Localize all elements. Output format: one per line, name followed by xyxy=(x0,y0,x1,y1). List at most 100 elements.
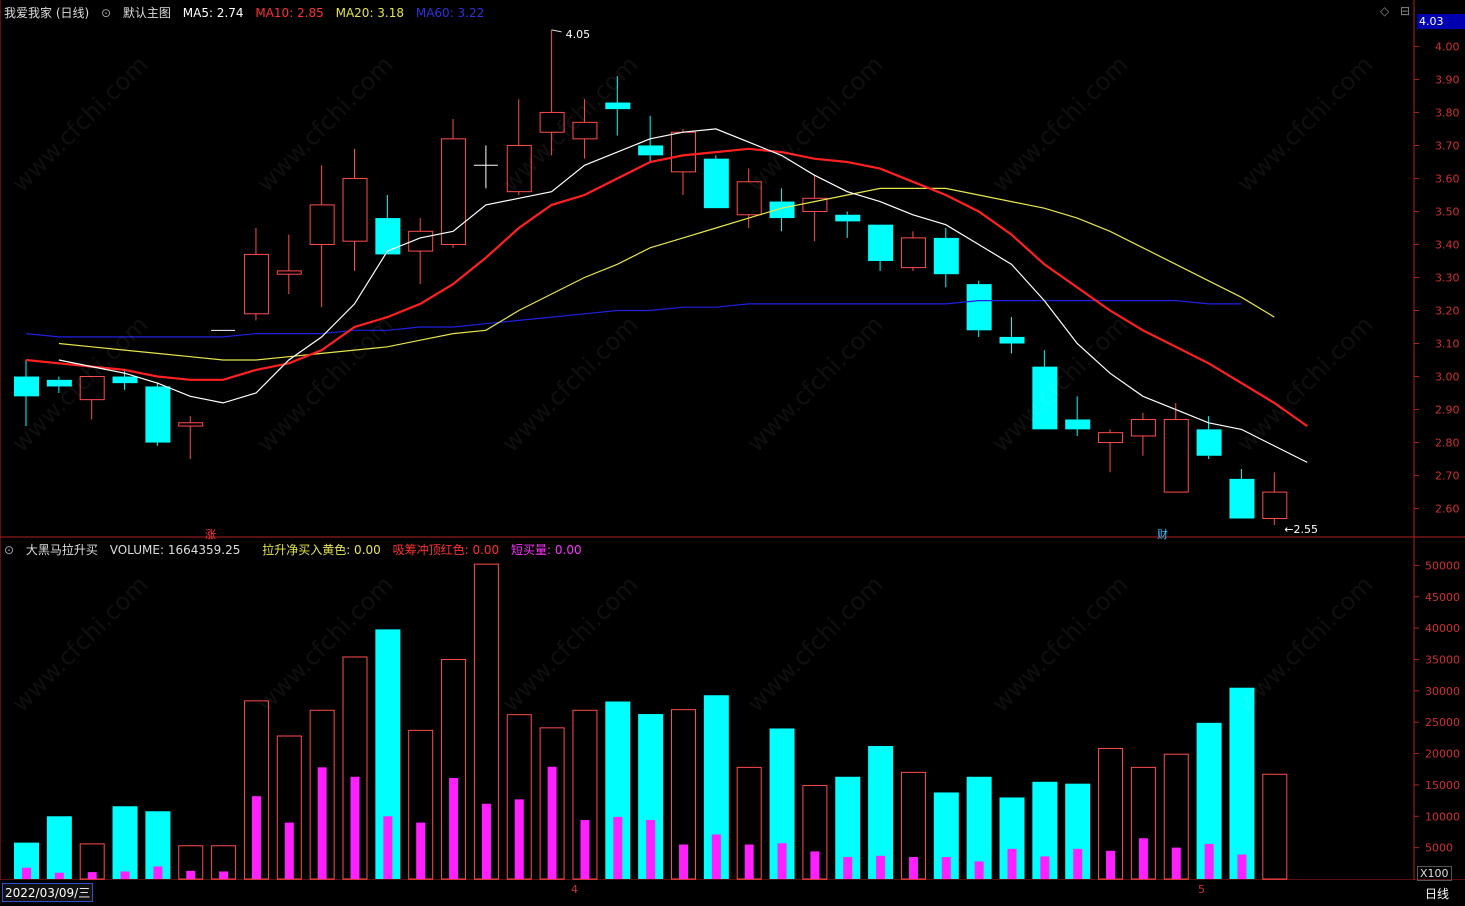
volume-tick-label: 30000 xyxy=(1425,685,1460,698)
candle xyxy=(638,115,664,162)
candle-body xyxy=(1130,418,1156,437)
yellow-label: 拉升净买入黄色: 0.00 xyxy=(262,543,381,557)
volume-layer xyxy=(14,563,1288,880)
candle xyxy=(769,188,795,232)
candle xyxy=(605,76,631,136)
short-buy-bar xyxy=(810,851,820,879)
main-indicator-name[interactable]: 默认主图 xyxy=(122,6,171,20)
diamond-icon[interactable]: ◇ xyxy=(1380,4,1390,18)
candle xyxy=(506,99,532,195)
candle-body xyxy=(769,201,795,219)
volume-bar xyxy=(1262,773,1288,880)
main-header: 我爱我家 (日线) ⊙ 默认主图 MA5: 2.74 MA10: 2.85 MA… xyxy=(4,4,492,21)
volume-bar xyxy=(46,816,72,879)
candle-body xyxy=(703,158,729,209)
candle-body xyxy=(375,218,401,255)
short-buy-bar xyxy=(679,844,688,879)
candle xyxy=(900,231,926,271)
candle-body xyxy=(14,376,39,397)
stock-name[interactable]: 我爱我家 (日线) xyxy=(4,6,90,20)
candle-body xyxy=(145,386,171,443)
short-buy-bar xyxy=(646,820,656,879)
candle-body xyxy=(178,422,204,427)
candle-body xyxy=(1163,418,1189,493)
ma-layer: 4.05 ←2.55 xyxy=(25,28,1318,536)
candle-body xyxy=(276,270,302,275)
short-buy-bar xyxy=(974,861,984,879)
ma10-label: MA10: 2.85 xyxy=(255,6,324,20)
short-buy-bar xyxy=(580,820,590,879)
price-tick-label: 3.40 xyxy=(1435,238,1460,251)
ma20-line xyxy=(58,187,1275,361)
candle-body xyxy=(539,111,565,133)
short-buy-bar xyxy=(153,866,163,879)
short-buy-bar xyxy=(908,857,918,879)
month-label-4: 4 xyxy=(571,883,578,896)
candle xyxy=(309,165,335,308)
time-axis xyxy=(0,880,1465,902)
price-tick-label: 3.30 xyxy=(1435,272,1460,285)
short-buy-bar xyxy=(1204,843,1214,879)
candle xyxy=(802,175,828,242)
high-label: 4.05 xyxy=(566,28,591,41)
candle xyxy=(342,148,368,271)
short-buy-bar xyxy=(876,855,886,879)
volume-bar xyxy=(1229,687,1255,879)
candle-body xyxy=(309,204,335,245)
candle xyxy=(14,360,39,427)
price-tick-label: 3.10 xyxy=(1435,338,1460,351)
candle xyxy=(703,155,729,209)
candle-body xyxy=(900,237,926,269)
candle xyxy=(1032,350,1058,430)
collapse-icon[interactable]: ⊟ xyxy=(1400,4,1411,18)
short-buy-bar xyxy=(843,857,853,879)
low-label: ←2.55 xyxy=(1284,523,1318,536)
volume-unit-label[interactable]: X100 xyxy=(1417,866,1452,881)
candle xyxy=(671,128,696,195)
candle xyxy=(1130,412,1156,456)
short-buy-bar xyxy=(120,871,130,879)
candle-body xyxy=(835,214,861,222)
candle-body xyxy=(638,145,664,156)
candle-body xyxy=(671,131,696,173)
candle xyxy=(441,119,467,248)
event-mark-cai[interactable]: 财 xyxy=(1157,528,1168,541)
candle xyxy=(276,234,302,295)
candle-body xyxy=(46,379,72,387)
candle xyxy=(1229,468,1255,519)
short-buy-bar xyxy=(87,872,97,879)
candle-body xyxy=(1032,366,1058,430)
red-label: 吸筹冲顶红色: 0.00 xyxy=(392,543,500,557)
price-tick-label: 2.80 xyxy=(1435,437,1460,450)
price-tick-label: 3.20 xyxy=(1435,305,1460,318)
candle-body xyxy=(966,284,992,331)
dropdown-icon[interactable]: ⊙ xyxy=(4,543,15,557)
candle-body xyxy=(868,224,894,261)
candle-body xyxy=(802,197,828,212)
candle xyxy=(868,224,894,271)
volume-value: VOLUME: 1664359.25 xyxy=(109,543,241,557)
dropdown-icon[interactable]: ⊙ xyxy=(101,6,112,20)
candle-body xyxy=(342,177,368,242)
sub-indicator-name[interactable]: 大黑马拉升买 xyxy=(25,543,98,557)
candle-body xyxy=(1229,478,1255,519)
ma60-line xyxy=(25,300,1242,338)
ma60-label: MA60: 3.22 xyxy=(415,6,485,20)
short-buy-bar xyxy=(317,767,327,879)
timeframe-label[interactable]: 日线 xyxy=(1425,887,1450,901)
short-buy-bar xyxy=(449,778,459,879)
short-buy-bar xyxy=(251,796,261,879)
candle-body xyxy=(1196,429,1222,456)
volume-tick-label: 15000 xyxy=(1425,779,1460,792)
event-mark-zhang[interactable]: 涨 xyxy=(205,528,216,541)
short-buy-bar xyxy=(22,867,31,879)
candle-body xyxy=(1098,432,1124,444)
price-tick-label: 3.70 xyxy=(1435,139,1460,152)
candle xyxy=(835,211,861,238)
price-tick-label: 3.90 xyxy=(1435,73,1460,86)
short-buy-bar xyxy=(1171,847,1181,879)
magenta-label: 短买量: 0.00 xyxy=(511,543,582,557)
candle-body xyxy=(79,376,105,401)
